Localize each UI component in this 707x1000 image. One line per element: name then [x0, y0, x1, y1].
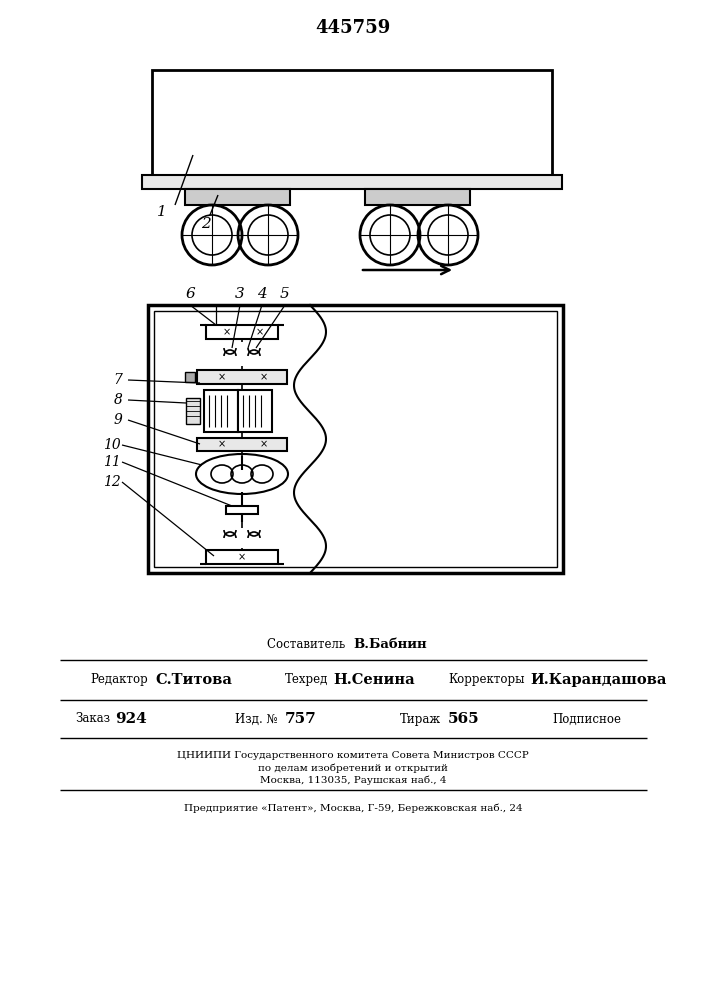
Text: Н.Сенина: Н.Сенина — [333, 673, 414, 687]
Bar — [148, 305, 563, 573]
Text: Техред: Техред — [285, 674, 328, 686]
Text: 565: 565 — [448, 712, 479, 726]
Bar — [206, 550, 278, 564]
Bar — [365, 189, 470, 205]
Text: ЦНИИПИ Государственного комитета Совета Министров СССР: ЦНИИПИ Государственного комитета Совета … — [177, 752, 529, 760]
Text: 10: 10 — [103, 438, 121, 452]
Bar — [197, 370, 287, 384]
Bar — [152, 70, 552, 175]
Bar — [185, 189, 290, 205]
Text: В.Бабнин: В.Бабнин — [353, 639, 426, 652]
Text: Заказ: Заказ — [75, 712, 110, 726]
Text: 445759: 445759 — [315, 19, 391, 37]
Text: 5: 5 — [280, 287, 290, 301]
Text: И.Карандашова: И.Карандашова — [530, 673, 667, 687]
Bar — [204, 390, 238, 432]
Text: Изд. №: Изд. № — [235, 712, 278, 726]
Text: по делам изобретений и открытий: по делам изобретений и открытий — [258, 763, 448, 773]
Text: С.Титова: С.Титова — [155, 673, 232, 687]
Text: ×: × — [223, 327, 231, 337]
Text: 9: 9 — [114, 413, 122, 427]
Text: ×: × — [218, 439, 226, 449]
Text: Москва, 113035, Раушская наб., 4: Москва, 113035, Раушская наб., 4 — [259, 775, 446, 785]
Text: 8: 8 — [114, 393, 122, 407]
Text: ×: × — [238, 552, 246, 562]
Bar — [142, 175, 562, 189]
Bar — [154, 311, 557, 567]
Text: 757: 757 — [285, 712, 317, 726]
Text: 1: 1 — [157, 205, 167, 219]
Bar — [185, 372, 195, 382]
Text: 4: 4 — [257, 287, 267, 301]
Text: ×: × — [218, 372, 226, 382]
Text: Тираж: Тираж — [400, 712, 441, 726]
Bar — [206, 325, 278, 339]
Text: 924: 924 — [115, 712, 147, 726]
Text: Редактор: Редактор — [90, 674, 148, 686]
Bar — [197, 438, 287, 451]
Text: 12: 12 — [103, 475, 121, 489]
Bar — [186, 398, 200, 424]
Text: ×: × — [260, 439, 268, 449]
Text: ×: × — [256, 327, 264, 337]
Text: 7: 7 — [114, 373, 122, 387]
Text: 3: 3 — [235, 287, 245, 301]
Text: 6: 6 — [185, 287, 195, 301]
Bar — [226, 506, 258, 514]
Text: Корректоры: Корректоры — [448, 674, 525, 686]
Text: Подписное: Подписное — [552, 712, 621, 726]
Text: ×: × — [260, 372, 268, 382]
Text: 11: 11 — [103, 455, 121, 469]
Text: Предприятие «Патент», Москва, Г-59, Бережковская наб., 24: Предприятие «Патент», Москва, Г-59, Бере… — [184, 803, 522, 813]
Text: Составитель: Составитель — [267, 639, 353, 652]
Bar — [238, 390, 272, 432]
Text: 2: 2 — [201, 217, 211, 231]
